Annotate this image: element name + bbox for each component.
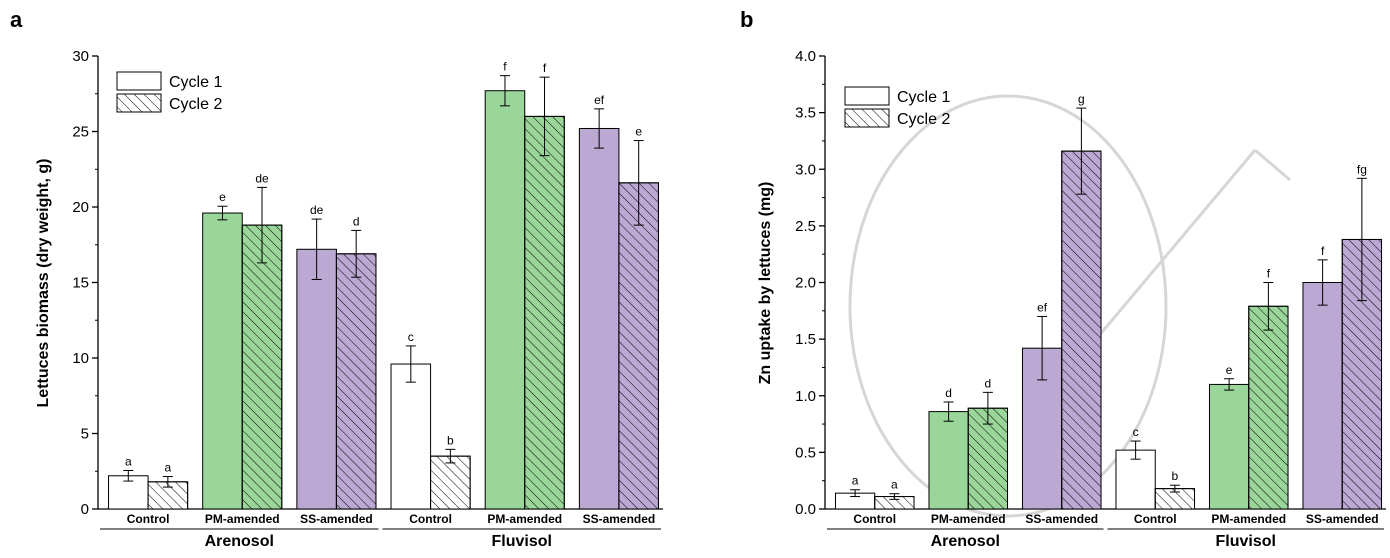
- significance-label: a: [891, 478, 898, 492]
- y-tick-label: 30: [72, 48, 89, 65]
- group-label: Fluvisol: [1216, 533, 1276, 550]
- category-label: Control: [853, 512, 896, 526]
- y-tick-label: 4.0: [795, 48, 816, 65]
- y-axis-title: Zn uptake by lettuces (mg): [757, 182, 774, 385]
- significance-label: f: [543, 61, 547, 75]
- bar: [578, 127, 620, 510]
- significance-label: ef: [1037, 300, 1048, 314]
- significance-label: d: [945, 386, 952, 400]
- bar: [484, 90, 526, 510]
- category-label: PM-amended: [931, 512, 1006, 526]
- group-label: Fluvisol: [492, 533, 552, 550]
- significance-label: g: [1078, 92, 1085, 106]
- group-label: Arenosol: [931, 533, 1000, 550]
- bar: [1302, 282, 1343, 510]
- y-tick-label: 1.5: [795, 331, 816, 348]
- y-tick-label: 2.0: [795, 275, 816, 292]
- y-tick-label: 0.0: [795, 501, 816, 518]
- y-tick-label: 25: [72, 124, 89, 141]
- category-label: SS-amended: [583, 512, 656, 526]
- significance-label: b: [1172, 469, 1179, 483]
- significance-label: b: [447, 433, 454, 447]
- significance-label: a: [852, 474, 859, 488]
- significance-label: d: [985, 376, 992, 390]
- y-tick-label: 15: [72, 275, 89, 292]
- bar: [202, 212, 243, 510]
- legend-label-cycle1: Cycle 1: [897, 89, 950, 106]
- significance-label: e: [219, 190, 226, 204]
- significance-label: a: [125, 454, 132, 468]
- bar-hatch: [618, 182, 659, 510]
- legend-swatch-cycle1: [844, 86, 890, 106]
- y-tick-label: 0: [81, 501, 89, 518]
- panel-letter: b: [740, 7, 753, 32]
- bar-hatch: [430, 455, 471, 510]
- legend-swatch-cycle2-hatch: [844, 108, 890, 128]
- legend-swatch-cycle1: [116, 71, 162, 91]
- panel-a: a 0 5 10 15 20 25 30 Lettuces biomass (dry weigh…: [10, 7, 663, 550]
- significance-label: de: [255, 171, 269, 185]
- significance-label: fg: [1357, 162, 1367, 176]
- legend-swatch-cycle2-hatch: [116, 93, 162, 113]
- significance-label: ef: [594, 93, 605, 107]
- significance-label: f: [1267, 267, 1271, 281]
- category-label: SS-amended: [1025, 512, 1098, 526]
- bar: [390, 363, 432, 510]
- y-tick-label: 0.5: [795, 444, 816, 461]
- bar: [928, 411, 969, 510]
- watermark-ring: [848, 94, 1168, 518]
- significance-label: c: [1133, 425, 1139, 439]
- panel-b: b 0.0 0.5 1.0 1.5 2.0 2.5 3.0 3.5 4.0 Zn uptake by…: [740, 7, 1386, 550]
- y-tick-label: 2.5: [795, 218, 816, 235]
- y-tick-label: 20: [72, 199, 89, 216]
- legend-label-cycle2: Cycle 2: [897, 111, 950, 128]
- category-label: Control: [127, 512, 170, 526]
- y-tick-label: 10: [72, 350, 89, 367]
- y-axis-title: Lettuces biomass (dry weight, g): [35, 159, 52, 408]
- significance-label: e: [1226, 363, 1233, 377]
- y-tick-label: 3.5: [795, 105, 816, 122]
- bar-hatch: [967, 407, 1009, 510]
- significance-label: a: [165, 461, 172, 475]
- legend: Cycle 1 Cycle 2: [844, 86, 950, 128]
- significance-label: f: [503, 60, 507, 74]
- bar: [1208, 383, 1250, 510]
- y-tick-label: 1.0: [795, 388, 816, 405]
- bar: [296, 248, 337, 510]
- bar-hatch: [1248, 305, 1289, 510]
- bar-hatch: [524, 115, 565, 510]
- category-label: SS-amended: [300, 512, 373, 526]
- category-label: PM-amended: [487, 512, 562, 526]
- significance-label: d: [353, 214, 360, 228]
- y-tick-label: 3.0: [795, 161, 816, 178]
- bar-hatch: [1061, 150, 1102, 510]
- group-label: Arenosol: [205, 533, 274, 550]
- category-label: SS-amended: [1306, 512, 1379, 526]
- category-label: Control: [1134, 512, 1177, 526]
- legend: Cycle 1 Cycle 2: [116, 71, 222, 113]
- significance-label: de: [310, 203, 324, 217]
- panel-letter: a: [10, 7, 23, 32]
- significance-label: f: [1321, 244, 1325, 258]
- significance-label: e: [635, 125, 642, 139]
- category-label: Control: [409, 512, 452, 526]
- category-label: PM-amended: [1211, 512, 1286, 526]
- significance-label: c: [408, 330, 414, 344]
- bar-hatch: [241, 224, 283, 510]
- bar-hatch: [335, 253, 377, 510]
- category-label: PM-amended: [205, 512, 280, 526]
- legend-label-cycle2: Cycle 2: [169, 96, 222, 113]
- legend-label-cycle1: Cycle 1: [169, 74, 222, 91]
- y-tick-label: 5: [81, 426, 89, 443]
